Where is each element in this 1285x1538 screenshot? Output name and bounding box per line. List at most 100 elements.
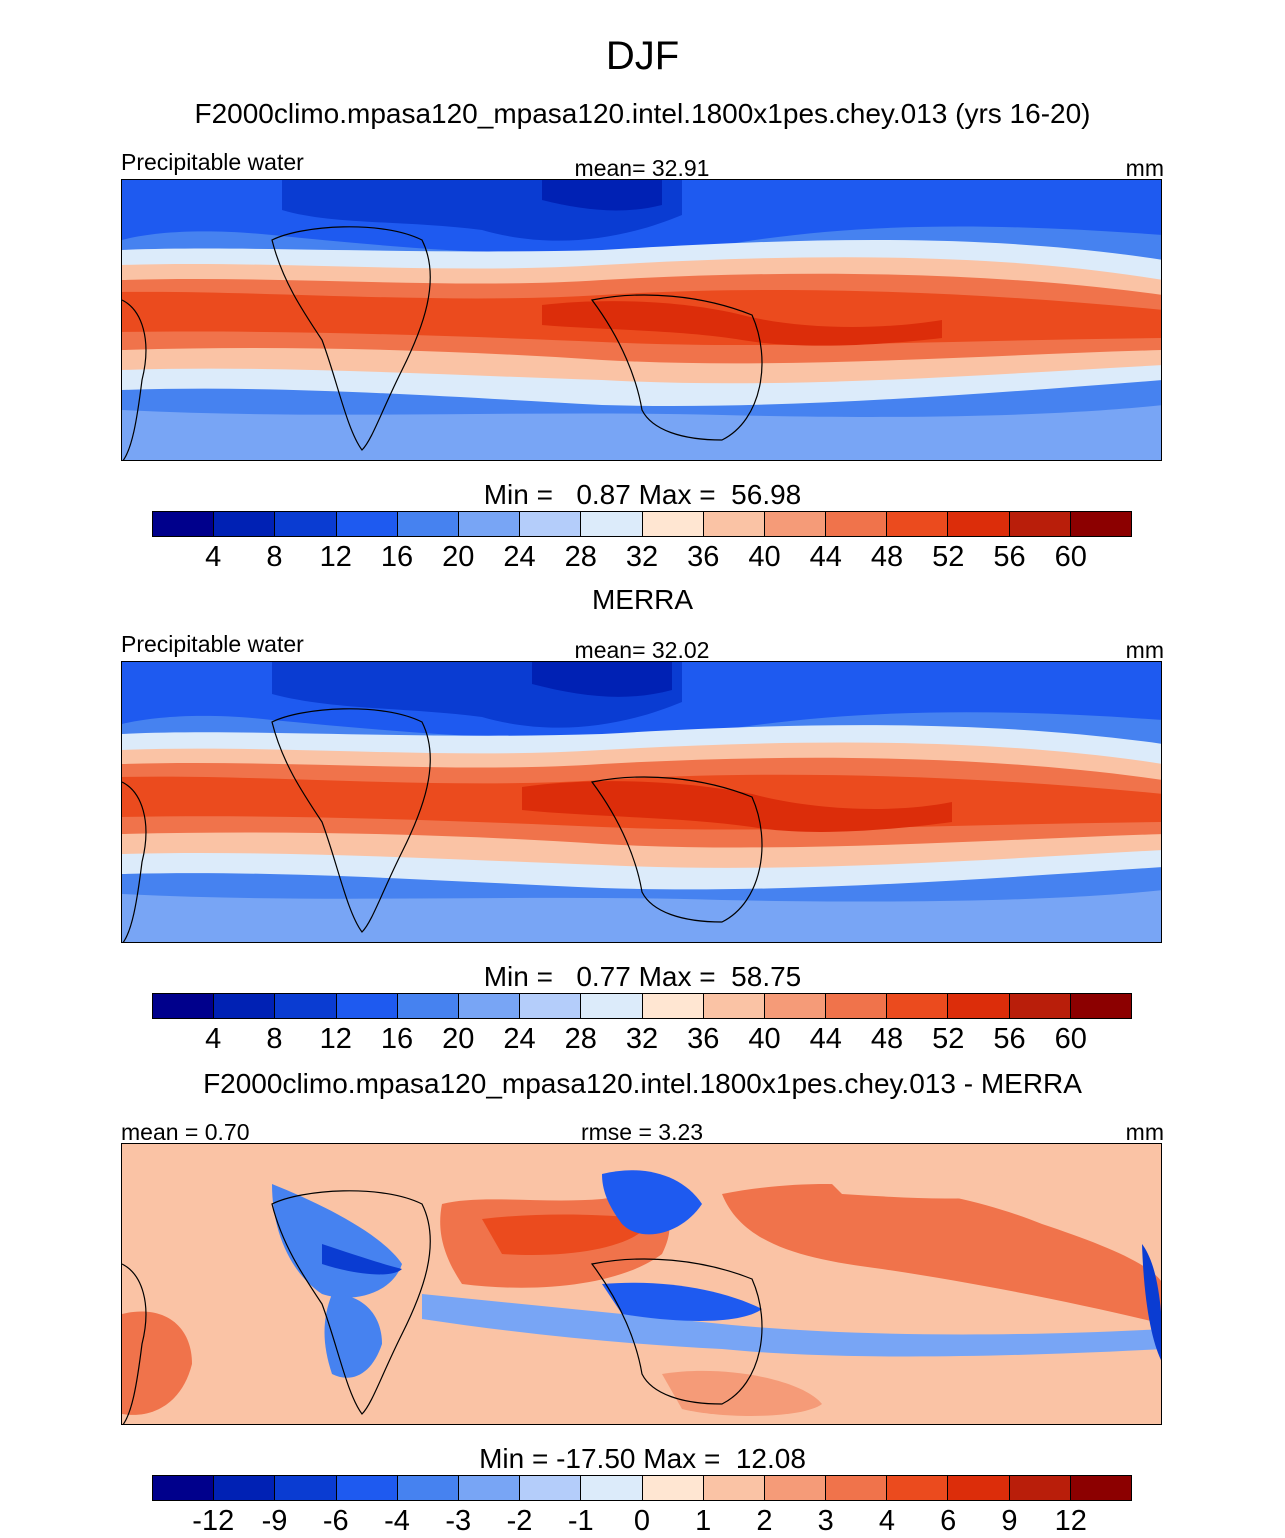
- colorbar-swatch: [1070, 512, 1131, 536]
- colorbar-swatch: [458, 512, 521, 536]
- colorbar-tick-label: 2: [756, 1505, 773, 1537]
- colorbar-tick-label: 4: [878, 1505, 896, 1537]
- variable-label-model: Precipitable water: [121, 149, 304, 175]
- units-label-diff: mm: [1125, 1119, 1164, 1145]
- map-field-model: [122, 180, 1161, 460]
- colorbar-swatch: [397, 512, 459, 536]
- colorbar-swatch: [336, 994, 398, 1018]
- colorbar-swatch: [948, 1476, 1010, 1500]
- mean-label-obs: mean= 32.02: [574, 637, 710, 663]
- colorbar-tick-label: -3: [445, 1505, 472, 1537]
- colorbar-swatch: [887, 994, 949, 1018]
- mean-label-diff: mean = 0.70: [121, 1119, 250, 1145]
- colorbar-tick-label: 56: [993, 1023, 1026, 1055]
- colorbar-swatch: [581, 994, 643, 1018]
- map-model: [121, 179, 1162, 461]
- colorbar-ticks-obs: 4 8 12 16 20 24 28 32 36 40 44 48 52 56 60: [152, 1022, 1132, 1056]
- colorbar-swatch: [397, 1476, 459, 1500]
- colorbar-swatch: [520, 1476, 582, 1500]
- colorbar-model: [152, 511, 1132, 537]
- colorbar-tick-label: -6: [322, 1505, 349, 1537]
- colorbar-swatch: [764, 512, 827, 536]
- minmax-label-model: Min = 0.87 Max = 56.98: [483, 479, 802, 510]
- colorbar-tick-label: 1: [695, 1505, 712, 1537]
- colorbar-tick-label: 20: [442, 541, 475, 573]
- colorbar-tick-label: -2: [506, 1505, 533, 1537]
- colorbar-swatch: [948, 994, 1010, 1018]
- colorbar-swatch: [642, 1476, 704, 1500]
- colorbar-swatch: [1070, 994, 1131, 1018]
- colorbar-swatch: [703, 994, 765, 1018]
- colorbar-tick-label: 36: [687, 1023, 720, 1055]
- colorbar-tick-label: 8: [266, 541, 283, 573]
- colorbar-tick-label: 44: [809, 541, 842, 573]
- colorbar-tick-label: 0: [633, 1505, 651, 1537]
- colorbar-swatch: [214, 1476, 276, 1500]
- colorbar-swatch: [520, 994, 582, 1018]
- colorbar-swatch: [275, 1476, 337, 1500]
- colorbar-tick-label: 40: [748, 1023, 781, 1055]
- minmax-label-obs: Min = 0.77 Max = 58.75: [483, 961, 802, 992]
- colorbar-tick-label: 24: [503, 541, 536, 573]
- colorbar-tick-label: 36: [687, 541, 720, 573]
- colorbar-tick-label: 32: [625, 1023, 659, 1055]
- colorbar-swatch: [887, 1476, 949, 1500]
- colorbar-tick-label: 56: [993, 541, 1026, 573]
- colorbar-tick-label: -9: [261, 1505, 288, 1537]
- colorbar-swatch: [764, 1476, 827, 1500]
- colorbar-tick-label: -4: [384, 1505, 410, 1537]
- colorbar-obs: [152, 993, 1132, 1019]
- colorbar-tick-label: 48: [870, 541, 904, 573]
- colorbar-tick-label: 52: [932, 541, 965, 573]
- colorbar-swatch: [520, 512, 582, 536]
- colorbar-swatch: [887, 512, 949, 536]
- colorbar-swatch: [642, 994, 704, 1018]
- colorbar-swatch: [826, 994, 888, 1018]
- colorbar-tick-label: 44: [809, 1023, 842, 1055]
- colorbar-swatch: [826, 1476, 888, 1500]
- colorbar-ticks-diff: -12 -9 -6 -4 -3 -2 -1 0 1 2 3 4 6 9 12: [152, 1504, 1132, 1538]
- colorbar-swatch: [703, 512, 765, 536]
- colorbar-swatch: [153, 994, 215, 1018]
- map-field-obs: [122, 662, 1161, 942]
- panel-title-obs: MERRA: [591, 584, 694, 615]
- colorbar-swatch: [581, 512, 643, 536]
- figure-title: DJF: [605, 34, 680, 78]
- colorbar-swatch: [153, 512, 215, 536]
- colorbar-tick-label: 4: [205, 541, 222, 573]
- colorbar-swatch: [336, 1476, 398, 1500]
- colorbar-diff: [152, 1475, 1132, 1501]
- colorbar-tick-label: 12: [319, 1023, 352, 1055]
- colorbar-tick-label: -1: [567, 1505, 594, 1537]
- colorbar-tick-label: -12: [192, 1505, 235, 1537]
- colorbar-tick-label: 48: [870, 1023, 904, 1055]
- colorbar-tick-label: 16: [380, 1023, 414, 1055]
- colorbar-tick-label: 60: [1054, 1023, 1087, 1055]
- colorbar-swatch: [214, 994, 276, 1018]
- colorbar-tick-label: 40: [748, 541, 781, 573]
- colorbar-swatch: [458, 1476, 521, 1500]
- colorbar-tick-label: 52: [932, 1023, 965, 1055]
- colorbar-swatch: [275, 994, 337, 1018]
- colorbar-swatch: [1009, 994, 1071, 1018]
- colorbar-ticks-model: 4 8 12 16 20 24 28 32 36 40 44 48 52 56 60: [152, 540, 1132, 574]
- colorbar-swatch: [1009, 512, 1071, 536]
- colorbar-swatch: [642, 512, 704, 536]
- colorbar-swatch: [275, 512, 337, 536]
- colorbar-swatch: [1070, 1476, 1131, 1500]
- colorbar-swatch: [703, 1476, 765, 1500]
- colorbar-tick-label: 16: [380, 541, 414, 573]
- colorbar-swatch: [153, 1476, 215, 1500]
- colorbar-swatch: [458, 994, 521, 1018]
- colorbar-tick-label: 60: [1054, 541, 1087, 573]
- colorbar-swatch: [1009, 1476, 1071, 1500]
- colorbar-tick-label: 3: [817, 1505, 834, 1537]
- minmax-label-diff: Min = -17.50 Max = 12.08: [479, 1443, 806, 1474]
- colorbar-swatch: [214, 512, 276, 536]
- colorbar-tick-label: 28: [564, 541, 597, 573]
- colorbar-tick-label: 8: [266, 1023, 283, 1055]
- colorbar-swatch: [826, 512, 888, 536]
- map-obs: [121, 661, 1162, 943]
- units-label-obs: mm: [1125, 637, 1164, 663]
- colorbar-tick-label: 6: [940, 1505, 957, 1537]
